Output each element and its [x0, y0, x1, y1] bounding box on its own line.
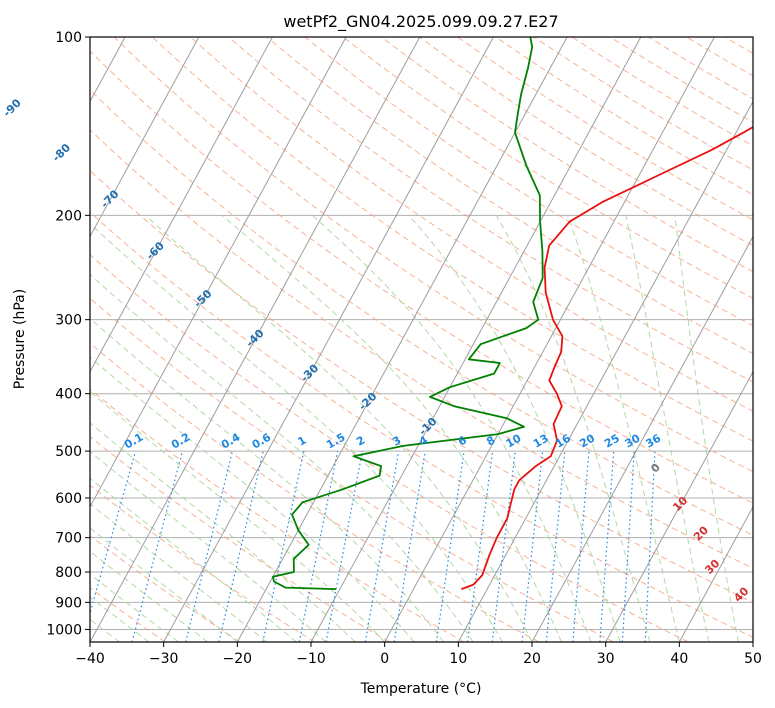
x-tick-label: −10	[296, 651, 326, 667]
y-tick-label: 400	[55, 387, 82, 403]
plot-frame	[89, 36, 754, 643]
moist-adiabat	[625, 215, 710, 642]
isotherm-line	[678, 505, 753, 642]
isotherm-line	[310, 37, 642, 642]
y-tick-label: 600	[55, 491, 82, 507]
mixing-ratio-line	[491, 451, 516, 642]
dry-adiabat	[90, 388, 465, 642]
dry-adiabat	[90, 129, 753, 569]
x-tick-label: 50	[744, 651, 762, 667]
dry-adiabat	[90, 587, 166, 642]
background-lines	[90, 37, 753, 642]
isotherm-line	[90, 37, 347, 508]
mixing-ratio-line	[131, 450, 184, 642]
moist-adiabat	[90, 273, 474, 642]
isotherm-line	[90, 37, 200, 238]
mixing-ratio-line	[325, 450, 363, 642]
x-tick-label: 20	[523, 651, 541, 667]
temperature-profile	[461, 126, 753, 590]
isotherm-line	[163, 37, 494, 642]
isotherm-line	[531, 235, 753, 642]
dry-adiabat	[90, 297, 614, 642]
dry-adiabat	[113, 37, 753, 473]
chart-title: wetPf2_GN04.2025.099.09.27.E27	[283, 12, 558, 32]
axes: −40 −30 −20 −10 0 10 20 30 40 50 100 200 300 400 500 60…	[46, 30, 762, 667]
y-tick-label: 500	[55, 444, 82, 460]
x-tick-label: 10	[449, 651, 467, 667]
moist-adiabat	[90, 477, 297, 642]
y-axis-label: Pressure (hPa)	[12, 289, 28, 389]
dry-adiabat	[90, 535, 241, 642]
y-tick-label: 200	[55, 208, 82, 224]
moist-adiabat	[312, 214, 592, 642]
y-tick-label: 900	[55, 595, 82, 611]
mixing-ratio-line	[621, 451, 635, 642]
x-tick-label: −20	[223, 651, 253, 667]
mixing-ratio-line	[218, 450, 264, 642]
moist-adiabat	[674, 215, 739, 642]
dry-adiabat	[151, 37, 753, 442]
x-tick-label: 30	[597, 651, 615, 667]
dry-adiabat	[90, 254, 689, 642]
moist-adiabat	[90, 450, 327, 642]
moist-adiabat	[90, 391, 386, 642]
y-tick-label: 1000	[46, 622, 82, 638]
y-tick-label: 700	[55, 531, 82, 547]
x-tick-label: −30	[149, 651, 179, 667]
dry-adiabat	[90, 169, 753, 603]
mixing-ratio-line	[90, 450, 137, 616]
dry-adiabat	[266, 37, 753, 355]
mixing-ratio-line	[393, 451, 426, 642]
moist-adiabat	[221, 214, 562, 642]
mixing-ratio-line	[644, 451, 656, 642]
moist-adiabat	[90, 550, 209, 642]
mixing-ratio-line	[185, 450, 234, 642]
mixing-ratio-line	[298, 450, 339, 642]
x-tick-label: 0	[380, 651, 389, 667]
dewpoint-profile	[271, 37, 544, 590]
y-tick-label: 800	[55, 565, 82, 581]
x-tick-label: −40	[75, 651, 105, 667]
mixing-ratio-line	[364, 450, 400, 642]
moist-adiabat	[90, 527, 238, 642]
dry-adiabat	[90, 435, 390, 642]
x-axis-label: Temperature (°C)	[360, 681, 482, 697]
dry-adiabat	[90, 484, 315, 642]
isotherm-line	[90, 37, 273, 373]
moist-adiabat	[144, 214, 533, 642]
isotherm-line	[605, 370, 753, 642]
dry-adiabat	[90, 50, 753, 504]
mixing-ratio-line	[262, 450, 305, 642]
isotherm-line	[384, 37, 715, 642]
moist-adiabat	[408, 214, 621, 642]
dry-adiabat	[90, 89, 753, 536]
moist-adiabat	[90, 317, 444, 642]
dry-adiabat	[90, 342, 540, 642]
mixing-ratio-line	[599, 451, 615, 642]
moist-adiabat	[90, 222, 503, 642]
x-tick-label: 40	[670, 651, 688, 667]
mixing-ratio-line	[545, 451, 566, 642]
profile-lines	[271, 37, 753, 590]
mixing-ratio-line	[466, 451, 494, 642]
dry-adiabat	[304, 37, 753, 327]
mixing-ratio-line	[435, 451, 465, 642]
mixing-ratio-line	[572, 451, 590, 642]
moist-adiabat	[90, 422, 356, 642]
isotherm-line	[236, 37, 568, 642]
isotherm-line	[90, 37, 421, 642]
y-tick-label: 300	[55, 313, 82, 329]
y-tick-label: 100	[55, 30, 82, 46]
mixing-ratio-line	[521, 451, 544, 642]
